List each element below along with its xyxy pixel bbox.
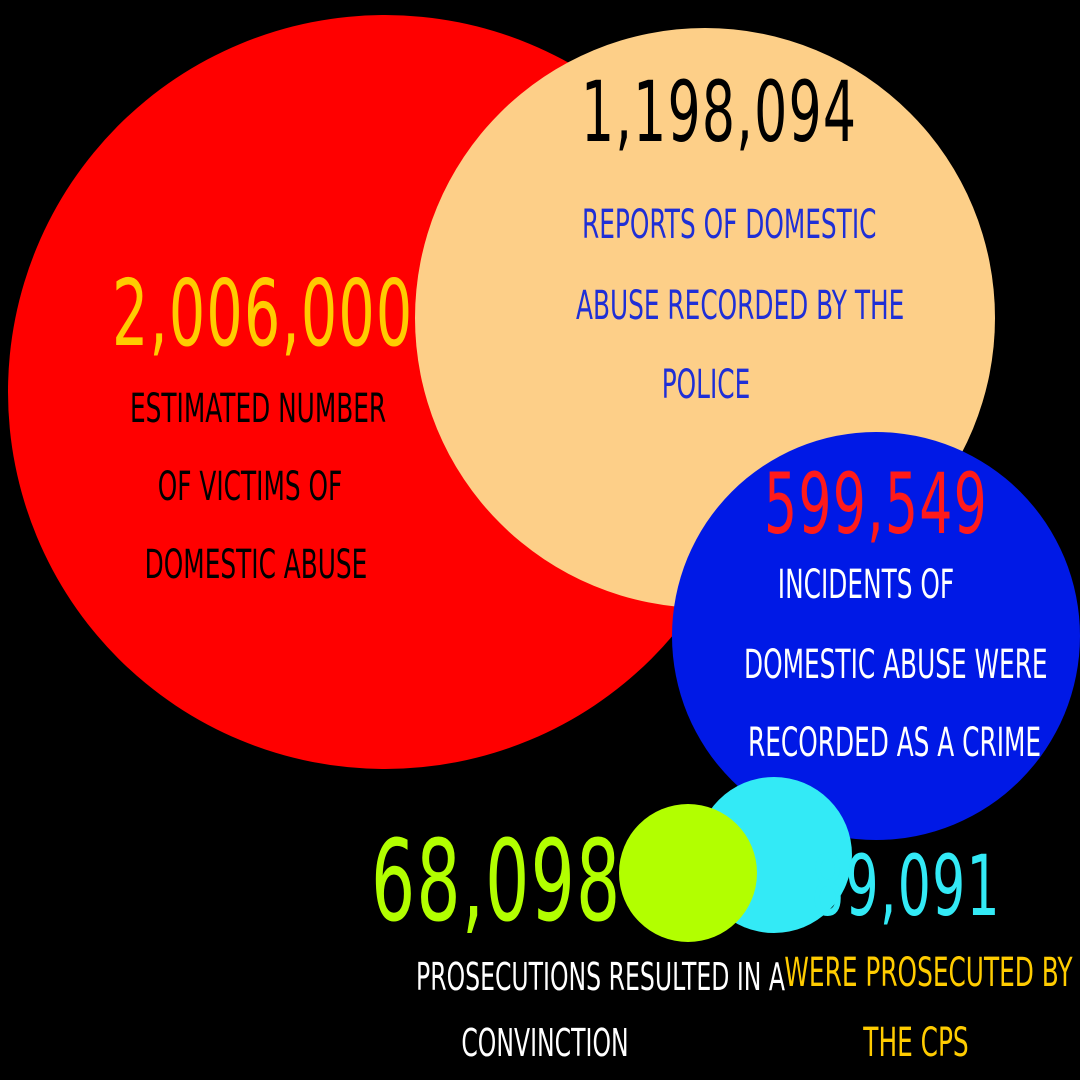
reports-label-line-1: REPORTS OF DOMESTIC [582, 202, 877, 248]
crimes-circle [672, 432, 1080, 840]
crimes-number: 599,549 [763, 455, 989, 553]
reports-number: 1,198,094 [581, 63, 858, 161]
prosecuted-label-line-2: THE CPS [863, 1020, 969, 1066]
convictions-number: 68,098 [371, 817, 622, 947]
crimes-label-line-2: DOMESTIC ABUSE WERE [744, 642, 1048, 688]
victims-label-line-2: OF VICTIMS OF [157, 464, 343, 510]
convictions-circle [619, 804, 757, 942]
crimes-label-line-3: RECORDED AS A CRIME [748, 720, 1042, 766]
victims-label-line-1: ESTIMATED NUMBER [130, 386, 387, 432]
reports-label-line-3: POLICE [661, 362, 751, 408]
convictions-label-line-2: CONVINCTION [461, 1021, 629, 1065]
victims-label-line-3: DOMESTIC ABUSE [144, 542, 368, 588]
convictions-label-line-1: PROSECUTIONS RESULTED IN A [416, 955, 786, 999]
crimes-label-line-1: INCIDENTS OF [777, 562, 955, 608]
victims-number: 2,006,000 [112, 260, 414, 367]
reports-label-line-2: ABUSE RECORDED BY THE [576, 283, 905, 329]
prosecuted-number: 89,091 [811, 837, 1001, 935]
prosecuted-label-line-1: WERE PROSECUTED BY [784, 950, 1073, 996]
